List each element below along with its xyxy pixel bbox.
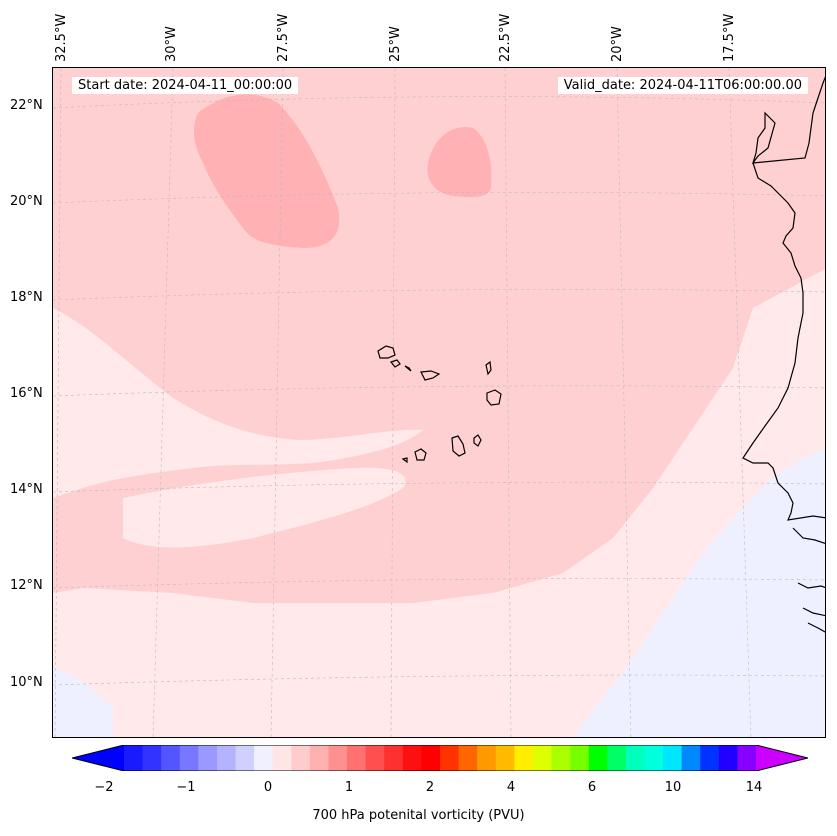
colorbar-segment — [384, 745, 404, 771]
valid-date-label: Valid_date: 2024-04-11T06:00:00.00 — [557, 77, 808, 94]
meridian-line — [390, 68, 396, 737]
lon-label: 30°W — [164, 26, 179, 62]
pv-dark-blob-east — [427, 127, 492, 198]
colorbar-segment — [161, 745, 181, 771]
colorbar-tick: −2 — [94, 780, 114, 795]
colorbar-tick: 2 — [425, 780, 435, 795]
colorbar-segment — [607, 745, 627, 771]
start-date-label: Start date: 2024-04-11_00:00:00 — [72, 77, 299, 94]
parallel-line — [53, 192, 825, 204]
colorbar-segment — [179, 745, 199, 771]
meridian-line — [616, 68, 632, 737]
colorbar-segment — [477, 745, 497, 771]
meridian-line — [54, 68, 62, 737]
colorbar-segment — [700, 745, 720, 771]
lat-label: 16°N — [10, 386, 43, 401]
colorbar — [72, 745, 808, 771]
island-sao-vicente — [389, 359, 401, 368]
lon-label: 20°W — [610, 26, 625, 62]
graticule — [53, 68, 825, 737]
island-fogo — [414, 448, 427, 461]
lon-label: 27.5°W — [276, 13, 291, 62]
colorbar-under-triangle — [72, 745, 124, 771]
colorbar-tick: 1 — [344, 780, 354, 795]
colorbar-segment — [514, 745, 534, 771]
colorbar-segment — [347, 745, 367, 771]
colorbar-segment — [235, 745, 255, 771]
island-santiago — [451, 435, 466, 457]
colorbar-segment — [198, 745, 218, 771]
parallel-line — [53, 481, 825, 493]
colorbar-segment — [421, 745, 441, 771]
colorbar-tick: 10 — [664, 780, 682, 795]
colorbar-segment — [328, 745, 348, 771]
map-panel[interactable] — [52, 67, 826, 738]
island-santo-antao — [377, 345, 396, 359]
colorbar-segment — [551, 745, 571, 771]
lat-label: 12°N — [10, 578, 43, 593]
lon-label: 22.5°W — [498, 13, 513, 62]
coastline-africa — [742, 76, 825, 521]
colorbar-segment — [495, 745, 515, 771]
colorbar-segment — [644, 745, 664, 771]
parallel-line — [53, 674, 825, 686]
pv-dark-blob-west — [193, 94, 340, 248]
island-sal — [485, 360, 492, 376]
pv-low-region — [574, 448, 825, 737]
parallel-line — [53, 289, 825, 301]
colorbar-tick: 14 — [745, 780, 763, 795]
colorbar-segment — [124, 745, 144, 771]
colorbar-segment — [254, 745, 274, 771]
colorbar-tick: 6 — [587, 780, 597, 795]
lon-label: 17.5°W — [722, 13, 737, 62]
meridian-line — [504, 68, 512, 737]
colorbar-tick: −1 — [176, 780, 196, 795]
lon-label: 25°W — [388, 26, 403, 62]
island-boa-vista — [486, 389, 502, 406]
colorbar-over-triangle — [756, 745, 808, 771]
meridian-line — [152, 68, 174, 737]
colorbar-tick: 4 — [506, 780, 516, 795]
colorbar-title: 700 hPa potenital vorticity (PVU) — [312, 808, 525, 823]
pv-light-tongue — [53, 308, 423, 498]
meridian-line — [270, 68, 284, 737]
colorbar-tick: 0 — [263, 780, 273, 795]
lat-label: 20°N — [10, 194, 43, 209]
colorbar-segment — [440, 745, 460, 771]
colorbar-segment — [216, 745, 237, 771]
colorbar-segment — [663, 745, 683, 771]
island-santa-luzia — [404, 365, 412, 372]
coastline-africa-south — [792, 527, 825, 633]
lon-label: 32.5°W — [54, 13, 69, 62]
colorbar-segment — [142, 745, 162, 771]
lat-label: 22°N — [10, 98, 43, 113]
colorbar-segment — [570, 745, 590, 771]
colorbar-segment — [365, 745, 385, 771]
colorbar-segment — [458, 745, 478, 771]
colorbar-segment — [588, 745, 608, 771]
parallel-line — [53, 96, 825, 109]
colorbar-segment — [291, 745, 311, 771]
map-canvas — [53, 68, 825, 737]
lat-label: 10°N — [10, 675, 43, 690]
colorbar-segment — [737, 745, 757, 771]
cape-verde-islands — [377, 345, 502, 464]
parallel-line — [53, 578, 825, 589]
colorbar-segment — [402, 745, 422, 771]
meridian-line — [728, 68, 752, 737]
colorbar-segment — [532, 745, 553, 771]
colorbar-segment — [625, 745, 645, 771]
lat-label: 18°N — [10, 290, 43, 305]
colorbar-segment — [272, 745, 292, 771]
colorbar-segment — [309, 745, 329, 771]
island-brava — [401, 457, 408, 464]
colorbar-segment — [718, 745, 738, 771]
lat-label: 14°N — [10, 482, 43, 497]
colorbar-segment — [681, 745, 701, 771]
pv-low-patch — [53, 668, 113, 737]
island-maio — [473, 434, 482, 447]
island-sao-nicolau — [420, 370, 441, 381]
